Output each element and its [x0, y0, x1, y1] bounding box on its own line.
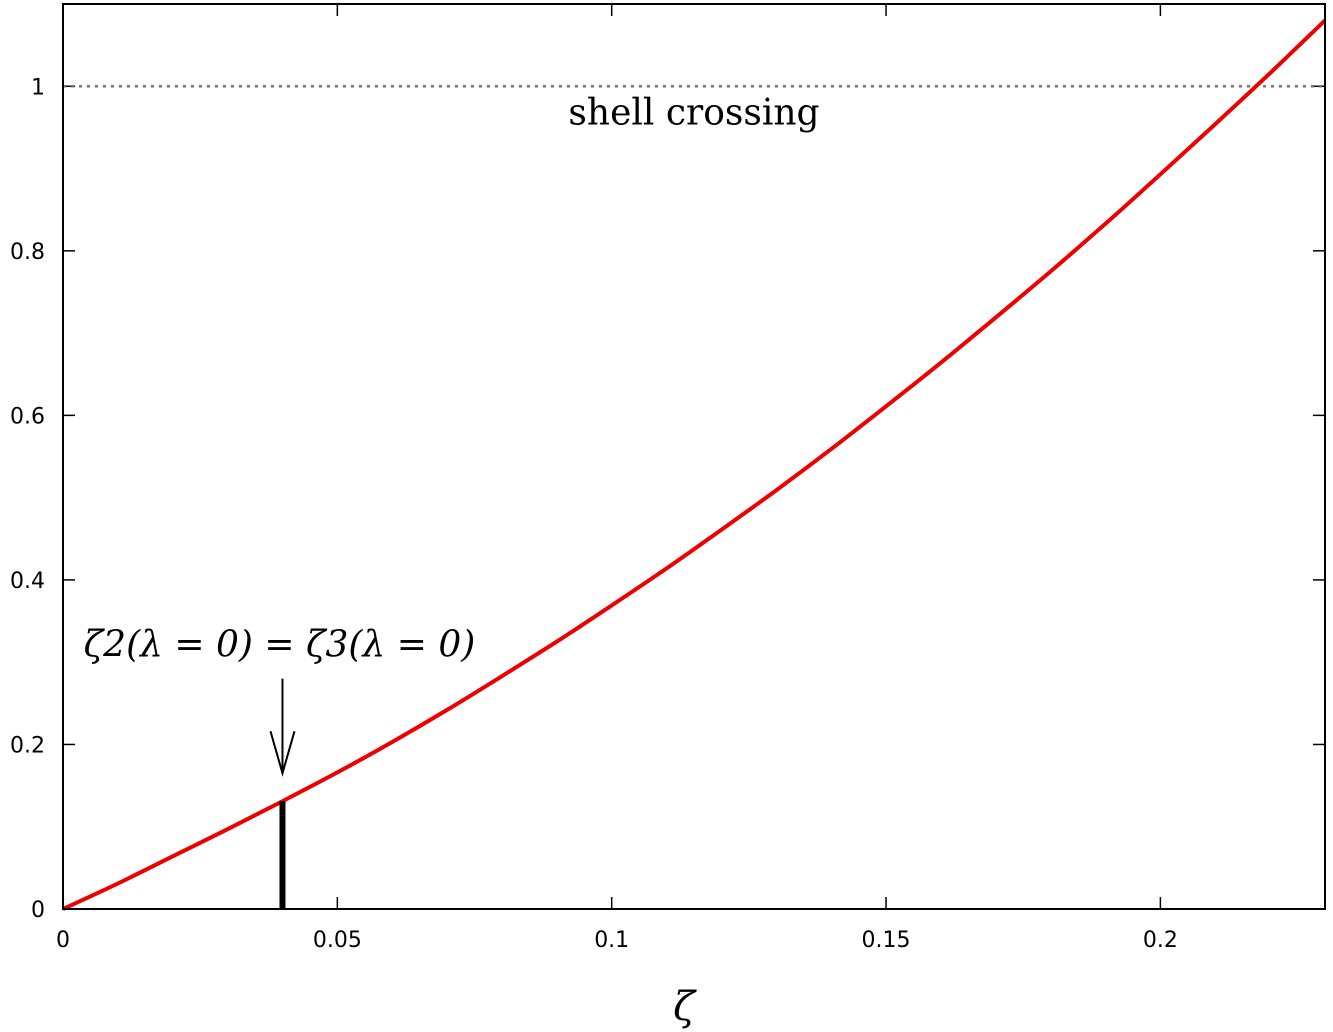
- y-tick-label: 0.2: [10, 733, 45, 758]
- tick-labels: 0 0.05 0.1 0.15 0.2 0 0.2 0.4 0.6 0.8 1: [10, 75, 1178, 953]
- x-tick-label: 0.1: [594, 928, 629, 953]
- y-tick-label: 0.4: [10, 569, 45, 594]
- shell-crossing-label: shell crossing: [568, 92, 819, 133]
- y-tick-label: 0.8: [10, 240, 45, 265]
- annotation-group: ζ2(λ = 0) = ζ3(λ = 0): [84, 625, 476, 777]
- x-tick-label: 0.15: [862, 928, 911, 953]
- annotation-arrow-head: [269, 730, 296, 777]
- y-tick-label: 1: [31, 75, 45, 100]
- plot-frame: [62, 3, 1326, 910]
- x-tick-label: 0.05: [313, 928, 362, 953]
- x-tick-label: 0.2: [1143, 928, 1178, 953]
- x-axis-label: ζ: [673, 984, 697, 1030]
- series-line: [62, 19, 1327, 911]
- series-group: [62, 19, 1327, 911]
- x-tick-label: 0: [56, 928, 70, 953]
- y-tick-label: 0: [31, 898, 45, 923]
- axis-ticks: [62, 4, 1325, 910]
- y-tick-label: 0.6: [10, 404, 45, 429]
- annotation-text: ζ2(λ = 0) = ζ3(λ = 0): [84, 625, 476, 666]
